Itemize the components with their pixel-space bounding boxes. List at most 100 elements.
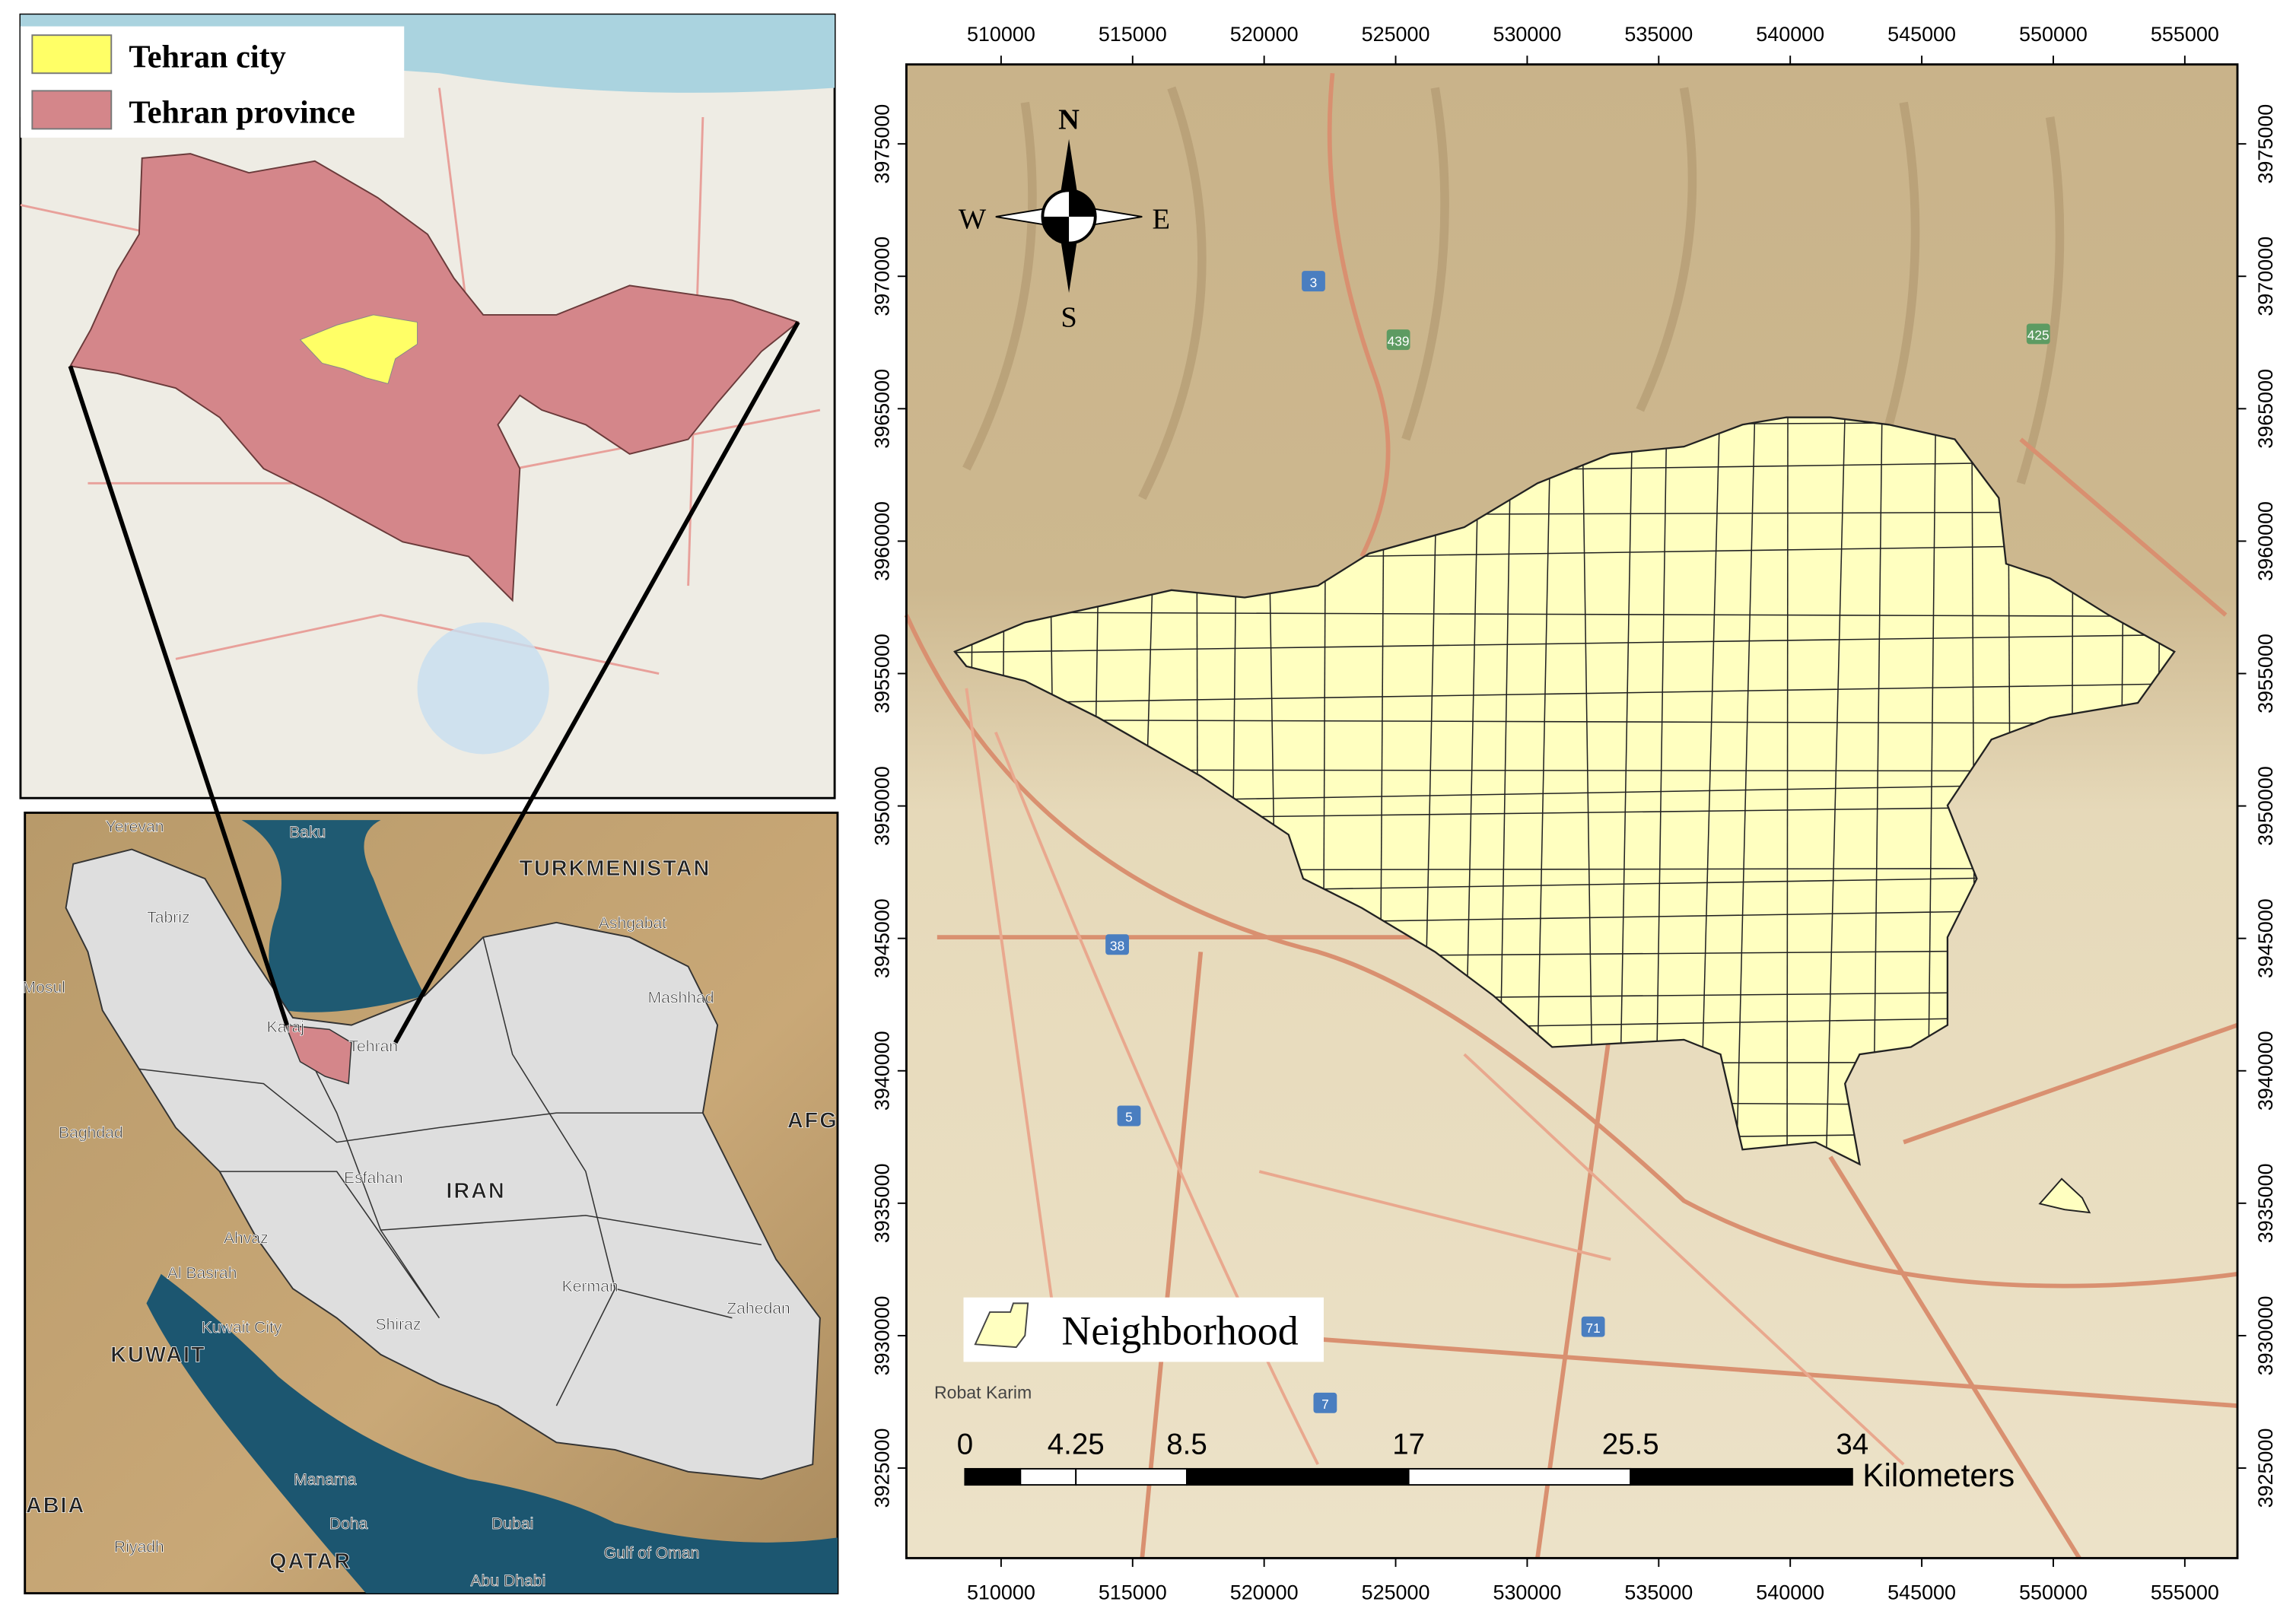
scale-label: 8.5 [1166,1429,1207,1461]
x-tick-label: 540000 [1756,1581,1824,1603]
y-tick-label: 3935000 [870,1163,893,1243]
road-shield [1581,1316,1605,1337]
place-label: AFG [787,1108,838,1133]
legend-label: Tehran city [129,40,286,75]
y-tick-label: 3945000 [870,898,893,978]
y-tick-label: 3975000 [2254,104,2277,184]
place-label: Kuwait City [202,1319,282,1336]
x-tick-label: 555000 [2151,23,2219,46]
rect [905,63,2239,1559]
place-label: QATAR [269,1549,351,1574]
x-tick-label: 520000 [1230,1581,1299,1603]
legend-label: Tehran province [129,95,355,131]
y-tick-label: 3950000 [870,766,893,846]
neighborhood-boundary [954,683,2175,704]
place-label: Tabriz [147,909,189,926]
place-label: Al Basrah [167,1265,237,1282]
y-tick-label: 3940000 [2254,1031,2277,1111]
x-tick-label: 545000 [1887,1581,1956,1603]
y-tick-label: 3930000 [870,1295,893,1375]
compass-label: W [959,203,987,235]
path [146,1273,838,1594]
y-tick-label: 3975000 [870,104,893,184]
place-label: ABIA [26,1494,85,1518]
y-tick-label: 3970000 [870,237,893,316]
path [138,936,762,1406]
polygon [285,1024,352,1085]
y-tick-label: 3965000 [2254,369,2277,449]
city2 [2038,1177,2091,1214]
road-shield [1302,271,1325,292]
place-label: Tehran [348,1038,398,1055]
scale-segment [1630,1467,1853,1486]
x-tick-label: 515000 [1099,1581,1167,1603]
legend-label: Neighborhood [1061,1308,1298,1353]
lg1 [31,90,113,130]
place-label: Baku [289,824,326,841]
place-label: Gulf of Oman [604,1544,700,1562]
place-label: Manama [294,1471,357,1489]
y-tick-label: 3970000 [2254,237,2277,316]
road-shield-label: 71 [1585,1320,1600,1336]
y-tick-label: 3925000 [870,1429,893,1508]
scale-label: 34 [1836,1429,1868,1461]
place-label: Esfahan [344,1170,403,1187]
x-tick-label: 525000 [1362,1581,1430,1603]
x-tick-label: 530000 [1493,1581,1561,1603]
place-label: Mashhad [647,990,714,1007]
neighborhood-boundary [1581,417,1595,1165]
place-label: Robat Karim [934,1383,1032,1403]
y-tick-label: 3945000 [2254,898,2277,978]
place-label: Baghdad [59,1124,123,1142]
compass-label: E [1153,203,1171,235]
neighborhood-boundary [1735,417,1756,1165]
road-shield-label: 3 [1310,275,1318,290]
place-label: Riyadh [114,1539,164,1556]
neighborhood-boundary [1825,417,1846,1165]
road-shield-label: 5 [1125,1110,1133,1125]
road-shield [1313,1392,1337,1413]
north-arrow [995,138,1143,294]
x-tick-label: 535000 [1624,23,1693,46]
line [393,321,800,1044]
place-label: Zahedan [727,1300,790,1317]
lgN [974,1302,1029,1349]
place-label: Kerman [562,1278,619,1295]
x-tick-label: 510000 [967,1581,1035,1603]
y-tick-label: 3925000 [2254,1429,2277,1508]
x-tick-label: 550000 [2019,1581,2088,1603]
road-shield-label: 38 [1110,938,1124,953]
road-shield [1105,934,1129,955]
x-tick-label: 515000 [1099,23,1167,46]
place-label: Shiraz [376,1316,421,1333]
line [68,365,289,1026]
place-label: Doha [329,1515,368,1533]
neighborhood-boundary [954,612,2175,618]
x-tick-label: 530000 [1493,23,1561,46]
neighborhood-boundary [1872,417,1883,1165]
path [1042,190,1096,243]
x-tick-label: 555000 [2151,1581,2219,1603]
province [68,153,800,602]
scale-label: 4.25 [1048,1429,1105,1461]
neighborhood-boundary [1786,417,1789,1165]
x-tick-label: 510000 [967,23,1035,46]
y-tick-label: 3955000 [2254,634,2277,713]
path [965,688,1905,1466]
place-label: IRAN [446,1179,505,1203]
scale-segment [1019,1467,1077,1486]
tcity [299,314,418,384]
place-label: Yerevan [106,818,164,835]
road-shield [1386,329,1410,351]
lg0 [31,34,113,75]
place-label: Ahvaz [224,1229,269,1247]
main-map: N E S W Neighborhood Robat Karim Kilomet… [904,63,2239,1559]
city [953,416,2176,1166]
y-tick-label: 3955000 [870,634,893,713]
place-label: Dubai [491,1515,533,1533]
compass-label: N [1058,103,1080,135]
ellipse [417,622,549,755]
road-shield [2026,323,2050,345]
x-tick-label: 525000 [1362,23,1430,46]
